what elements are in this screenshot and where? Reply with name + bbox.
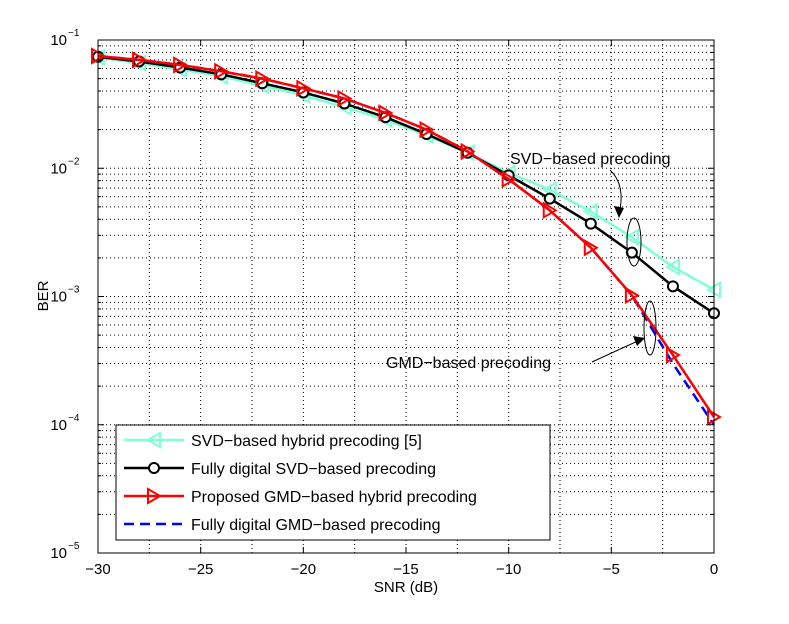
y-tick-label: 10 <box>50 417 67 434</box>
y-tick-label-exponent: −2 <box>68 156 80 167</box>
data-point <box>666 280 679 293</box>
annotation-svd-text: SVD−based precoding <box>510 151 671 168</box>
data-point <box>378 104 394 122</box>
data-point <box>132 51 148 69</box>
data-point <box>296 79 312 98</box>
data-point <box>460 142 476 161</box>
data-point <box>625 246 638 259</box>
data-point <box>584 217 597 230</box>
legend-item-digital-gmd: Fully digital GMD−based precoding <box>124 517 440 534</box>
data-point <box>583 238 599 257</box>
series-line <box>97 55 715 315</box>
y-tick-label: 10 <box>50 32 67 49</box>
y-tick-label-exponent: −3 <box>68 285 80 296</box>
data-point <box>501 170 517 189</box>
legend-item-svd-hybrid: SVD−based hybrid precoding [5] <box>124 431 422 450</box>
legend-item-digital-svd: Fully digital SVD−based precoding <box>124 461 436 478</box>
x-tick-label: −20 <box>291 561 316 578</box>
data-point <box>623 228 639 246</box>
legend-label-digital-svd: Fully digital SVD−based precoding <box>191 461 436 478</box>
y-axis-label: BER <box>35 280 52 311</box>
x-axis-label: SNR (dB) <box>374 579 438 596</box>
data-point <box>173 56 189 74</box>
y-tick-label-exponent: −1 <box>68 28 80 39</box>
annotation-gmd-arrow <box>591 339 641 363</box>
y-tick-label: 10 <box>50 160 67 177</box>
y-tick-label-exponent: −4 <box>68 413 80 424</box>
data-point <box>255 69 271 88</box>
x-tick-label: 0 <box>710 561 718 578</box>
x-tick-label: −30 <box>85 561 110 578</box>
legend-box <box>115 424 551 541</box>
data-point <box>419 120 435 139</box>
legend-label-digital-gmd: Fully digital GMD−based precoding <box>191 517 440 534</box>
annotation-svd: SVD−based precoding <box>510 151 671 267</box>
legend-item-gmd-hybrid: Proposed GMD−based hybrid precoding <box>124 487 477 506</box>
data-point <box>543 192 556 205</box>
legend-label-svd-hybrid: SVD−based hybrid precoding [5] <box>191 433 422 450</box>
annotation-gmd: GMD−based precoding <box>386 300 657 372</box>
annotation-gmd-arrowhead <box>633 336 645 346</box>
data-point <box>665 346 681 364</box>
x-tick-label: −5 <box>603 561 620 578</box>
x-tick-label: −15 <box>393 561 418 578</box>
data-point <box>337 89 353 108</box>
annotation-svd-arrowhead <box>614 206 624 218</box>
legend: SVD−based hybrid precoding [5] Fully dig… <box>115 424 551 541</box>
y-tick-label-exponent: −5 <box>68 541 80 552</box>
grid <box>98 40 714 553</box>
ticks: −30 −25 −20 −15 −10 −5 010−110−210−310−410−5 <box>50 28 718 578</box>
data-point <box>582 202 598 221</box>
data-point <box>664 258 680 276</box>
data-point <box>542 201 558 220</box>
annotation-svd-ellipse <box>626 217 642 267</box>
x-tick-label: −25 <box>188 561 213 578</box>
y-tick-label: 10 <box>50 289 67 306</box>
legend-marker-digital-svd <box>148 462 160 474</box>
data-point <box>214 62 230 81</box>
annotation-gmd-ellipse <box>643 300 657 356</box>
x-tick-label: −10 <box>496 561 521 578</box>
series-line <box>97 56 715 291</box>
legend-marker-gmd-hybrid <box>147 487 162 505</box>
data-point <box>624 286 640 305</box>
legend-label-gmd-hybrid: Proposed GMD−based hybrid precoding <box>191 489 477 506</box>
annotation-gmd-text: GMD−based precoding <box>386 355 551 372</box>
series-line <box>97 54 716 418</box>
legend-marker-svd-hybrid <box>146 431 161 449</box>
y-tick-label: 10 <box>50 545 67 562</box>
